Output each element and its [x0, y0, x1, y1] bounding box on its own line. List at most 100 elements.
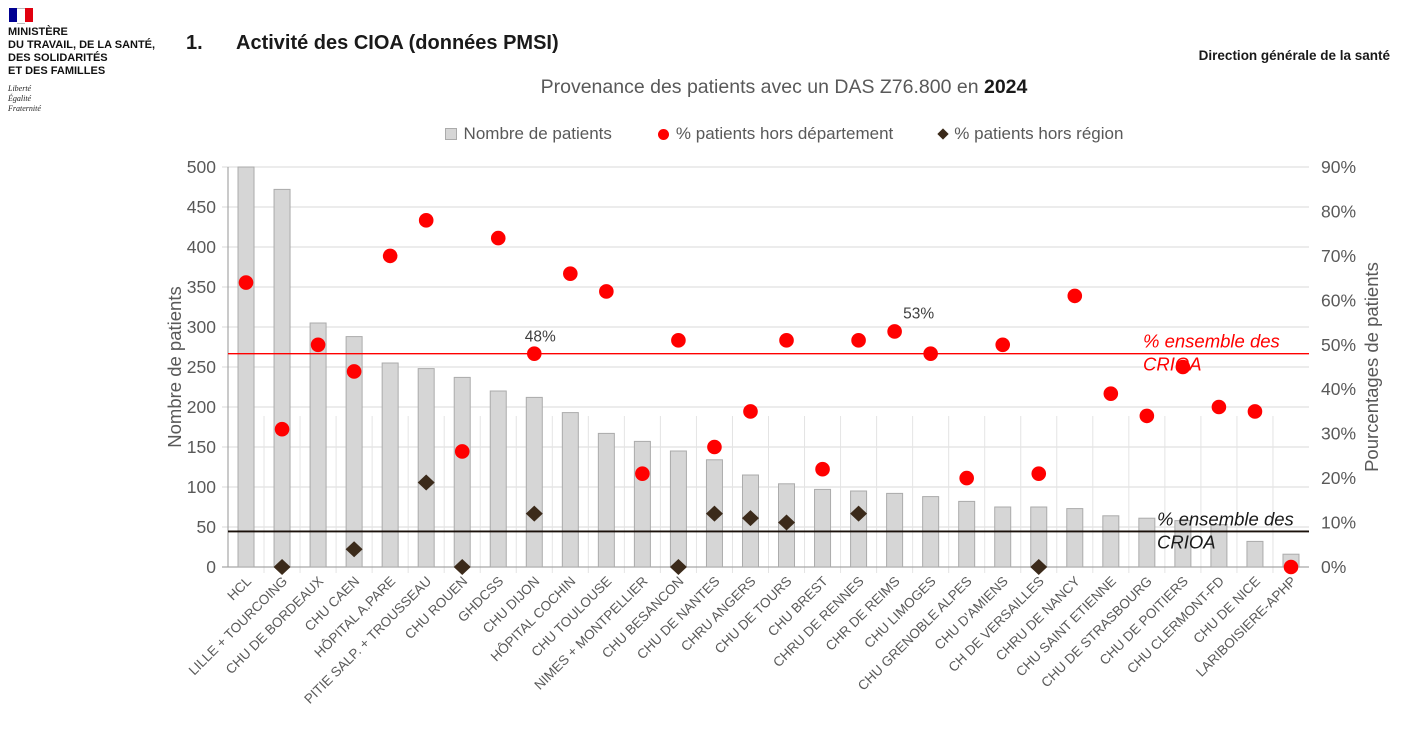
chart-title: Provenance des patients avec un DAS Z76.… [164, 76, 1404, 99]
bar [309, 322, 327, 568]
dept-dot-point [454, 444, 470, 459]
data-label: 53% [903, 305, 934, 322]
category-label: HCL [224, 573, 254, 603]
bar [273, 188, 291, 568]
bar [597, 432, 615, 568]
left-axis-tick: 200 [187, 397, 216, 417]
left-axis-tick: 50 [197, 517, 217, 537]
bar [381, 362, 399, 568]
right-axis-tick: 20% [1321, 468, 1356, 488]
bar [237, 166, 255, 568]
dept-dot-point [851, 333, 866, 348]
dept-dot-point [418, 213, 434, 228]
dept-dot-point [238, 275, 254, 290]
legend-item-dept: % patients hors département [657, 124, 894, 144]
bar [1066, 508, 1084, 568]
bar [1210, 524, 1228, 568]
region-diamond-point [850, 505, 868, 522]
dept-dot-point [959, 470, 974, 486]
ministry-logo: MINISTÈRE DU TRAVAIL, DE LA SANTÉ, DES S… [8, 8, 198, 114]
region-diamond-point [525, 505, 543, 522]
dept-dot-point [1175, 359, 1191, 375]
french-flag-icon [9, 8, 33, 24]
right-axis-tick: 50% [1321, 335, 1356, 355]
dept-dot-point [995, 337, 1011, 353]
section-number: 1. [186, 32, 203, 54]
dept-dot-point [274, 421, 290, 437]
right-axis-tick: 40% [1321, 379, 1356, 399]
region-diamond-point [741, 510, 759, 527]
right-axis-tick: 70% [1321, 246, 1356, 266]
region-diamond-point [273, 559, 291, 575]
left-axis-tick: 450 [187, 197, 216, 217]
dept-dot-point [599, 284, 614, 299]
bar [886, 492, 904, 568]
region-diamond-point [778, 514, 796, 531]
ministry-name: MINISTÈRE DU TRAVAIL, DE LA SANTÉ, DES S… [8, 26, 198, 78]
dept-dot-point [923, 346, 938, 361]
data-label: 48% [525, 329, 556, 346]
region-diamond-point [417, 474, 435, 491]
bar [1246, 540, 1264, 568]
right-axis-tick: 0% [1321, 557, 1346, 577]
right-axis-tick: 90% [1321, 157, 1356, 177]
bar [814, 488, 832, 568]
right-axis-tick: 30% [1321, 424, 1356, 444]
dept-dot-point [382, 248, 398, 264]
motto-line: Égalité [8, 94, 32, 103]
bar [958, 500, 976, 568]
bar [489, 390, 507, 568]
dept-dot-point [887, 324, 902, 339]
reference-line-label: % ensemble des [1143, 331, 1280, 352]
dept-dot-point [1247, 404, 1263, 419]
direction-caption: Direction générale de la santé [1198, 48, 1390, 63]
legend-item-bars: Nombre de patients [444, 124, 612, 144]
bar [1102, 515, 1120, 568]
bar-legend-icon [444, 128, 457, 140]
dept-dot-point [1067, 288, 1083, 304]
bar [561, 412, 579, 568]
bar [417, 368, 435, 568]
dept-dot-point [1283, 559, 1299, 575]
legend-label: Nombre de patients [463, 124, 612, 143]
region-diamond-point [1030, 559, 1048, 575]
circle-legend-icon [657, 128, 669, 140]
left-axis-title: Nombre de patients [164, 286, 185, 447]
bar [345, 336, 363, 568]
ministry-line: DES SOLIDARITÉS [8, 52, 108, 64]
chart-legend: Nombre de patients % patients hors dépar… [164, 124, 1404, 144]
legend-label: % patients hors département [675, 124, 894, 143]
bar [994, 506, 1012, 568]
legend-item-region: % patients hors région [937, 124, 1123, 144]
ministry-motto: Liberté Égalité Fraternité [8, 84, 198, 114]
bar [850, 490, 868, 568]
left-axis-tick: 350 [187, 277, 216, 297]
region-diamond-point [345, 541, 363, 558]
right-axis-title: Pourcentages de patients [1361, 262, 1382, 472]
bar [525, 396, 543, 568]
region-diamond-point [669, 559, 687, 575]
dept-dot-point [1139, 408, 1155, 424]
left-axis-tick: 0 [206, 557, 216, 577]
dept-dot-point [346, 364, 362, 379]
motto-line: Liberté [8, 84, 32, 93]
bar [633, 440, 651, 568]
dept-dot-point [779, 333, 794, 348]
motto-line: Fraternité [8, 104, 41, 113]
ministry-line: MINISTÈRE [8, 26, 68, 38]
bar [669, 450, 687, 568]
right-axis-tick: 10% [1321, 513, 1356, 533]
bar [453, 376, 471, 568]
section-title: Activité des CIOA (données PMSI) [236, 32, 559, 54]
dept-dot-point [310, 337, 326, 353]
dept-dot-point [815, 461, 830, 477]
left-axis-tick: 100 [187, 477, 216, 497]
right-axis-tick: 60% [1321, 290, 1356, 310]
chart-title-year: 2024 [983, 76, 1028, 98]
bar [1138, 517, 1156, 568]
left-axis-tick: 500 [187, 157, 216, 177]
left-axis-tick: 250 [187, 357, 216, 377]
left-axis-tick: 300 [187, 317, 216, 337]
